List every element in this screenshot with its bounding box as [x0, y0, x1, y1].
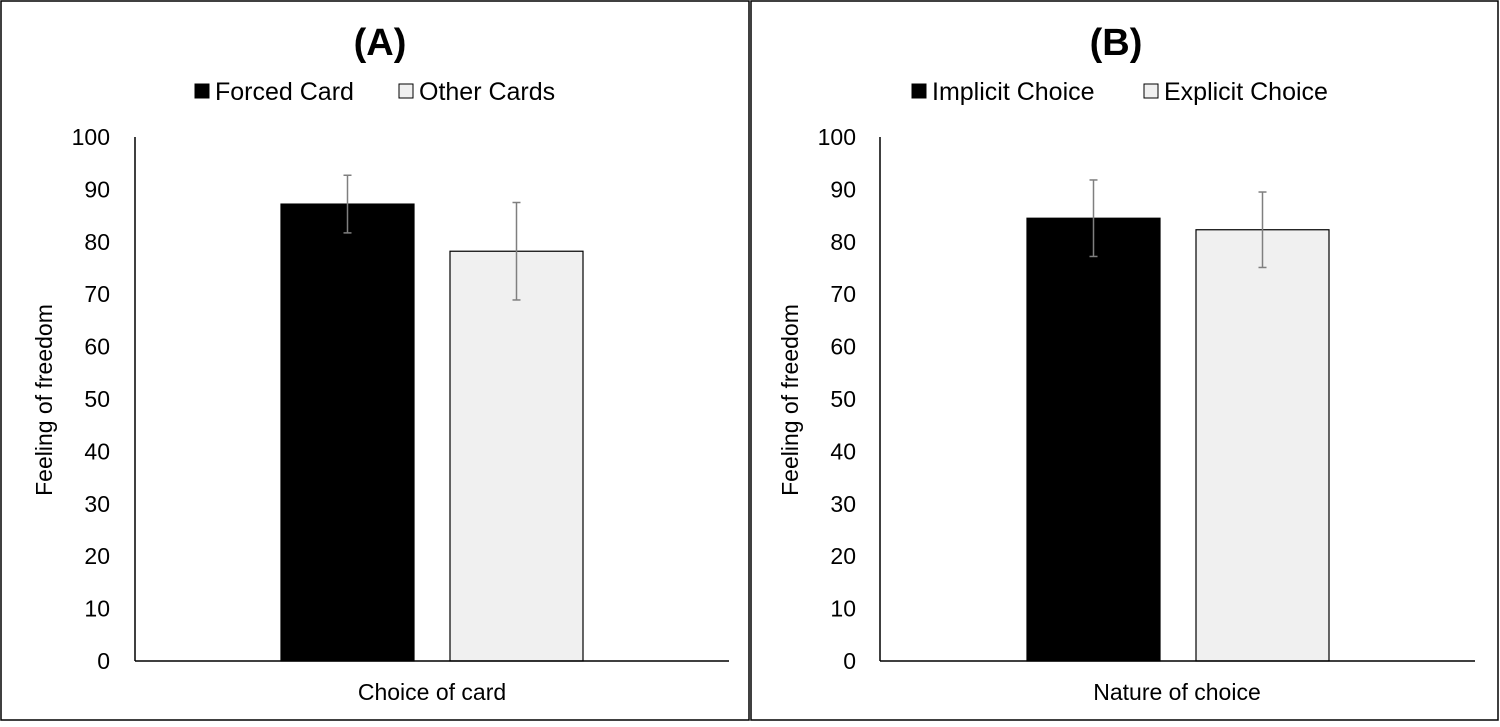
- y-tick-label: 40: [84, 438, 110, 464]
- panel-a-title: (A): [354, 22, 407, 64]
- y-tick-label: 20: [830, 543, 856, 569]
- panel-a: (A) Forced Card Other Cards Feeling of f…: [0, 0, 750, 721]
- legend-swatch-other-cards: [398, 83, 414, 99]
- y-tick-label: 90: [84, 176, 110, 202]
- y-tick-label: 20: [84, 543, 110, 569]
- y-tick-label: 50: [84, 386, 110, 412]
- error-bar-other-cards: [512, 201, 521, 301]
- y-tick-label: 10: [84, 596, 110, 622]
- y-tick-label: 80: [84, 229, 110, 255]
- panel-a-y-axis-title: Feeling of freedom: [31, 304, 57, 496]
- y-tick-label: 60: [84, 334, 110, 360]
- panel-b-y-axis-title: Feeling of freedom: [777, 304, 803, 496]
- y-tick-label: 0: [97, 648, 110, 674]
- panel-a-x-axis-title: Choice of card: [358, 679, 506, 705]
- panel-a-error-bars: [343, 174, 521, 301]
- legend-label-other-cards: Other Cards: [419, 78, 555, 106]
- panel-b-error-bars: [1089, 179, 1267, 269]
- panel-a-y-ticks: 0 10 20 30 40 50 60 70 80 90 100: [72, 124, 110, 674]
- panel-b-axes: [879, 137, 1475, 662]
- legend-swatch-implicit-choice: [911, 83, 927, 99]
- bar-forced-card: [280, 203, 415, 662]
- legend-swatch-forced-card: [194, 83, 210, 99]
- legend-label-implicit-choice: Implicit Choice: [932, 78, 1095, 106]
- y-tick-label: 10: [830, 596, 856, 622]
- panel-b-x-axis-title: Nature of choice: [1093, 679, 1260, 705]
- legend-label-forced-card: Forced Card: [215, 78, 354, 106]
- error-bar-forced-card: [343, 174, 352, 234]
- y-tick-label: 90: [830, 176, 856, 202]
- y-tick-label: 100: [72, 124, 110, 150]
- error-bar-implicit-choice: [1089, 179, 1098, 258]
- y-tick-label: 70: [830, 281, 856, 307]
- bar-explicit-choice: [1195, 229, 1330, 662]
- y-tick-label: 30: [84, 491, 110, 517]
- legend-swatch-explicit-choice: [1143, 83, 1159, 99]
- panel-a-bars: [280, 203, 584, 662]
- panel-b-title: (B): [1090, 22, 1143, 64]
- panel-a-legend: Forced Card Other Cards: [194, 78, 555, 106]
- legend-label-explicit-choice: Explicit Choice: [1164, 78, 1328, 106]
- y-tick-label: 70: [84, 281, 110, 307]
- panel-b-legend: Implicit Choice Explicit Choice: [911, 78, 1328, 106]
- panel-a-axes: [134, 137, 729, 662]
- panel-b-y-ticks: 0 10 20 30 40 50 60 70 80 90 100: [818, 124, 856, 674]
- error-bar-explicit-choice: [1258, 191, 1267, 269]
- bar-implicit-choice: [1026, 217, 1161, 662]
- panel-b-bars: [1026, 217, 1330, 662]
- y-tick-label: 80: [830, 229, 856, 255]
- panel-b: (B) Implicit Choice Explicit Choice Feel…: [750, 0, 1499, 721]
- y-tick-label: 50: [830, 386, 856, 412]
- y-tick-label: 30: [830, 491, 856, 517]
- y-tick-label: 0: [843, 648, 856, 674]
- y-tick-label: 40: [830, 438, 856, 464]
- y-tick-label: 100: [818, 124, 856, 150]
- bar-other-cards: [449, 250, 584, 662]
- y-tick-label: 60: [830, 334, 856, 360]
